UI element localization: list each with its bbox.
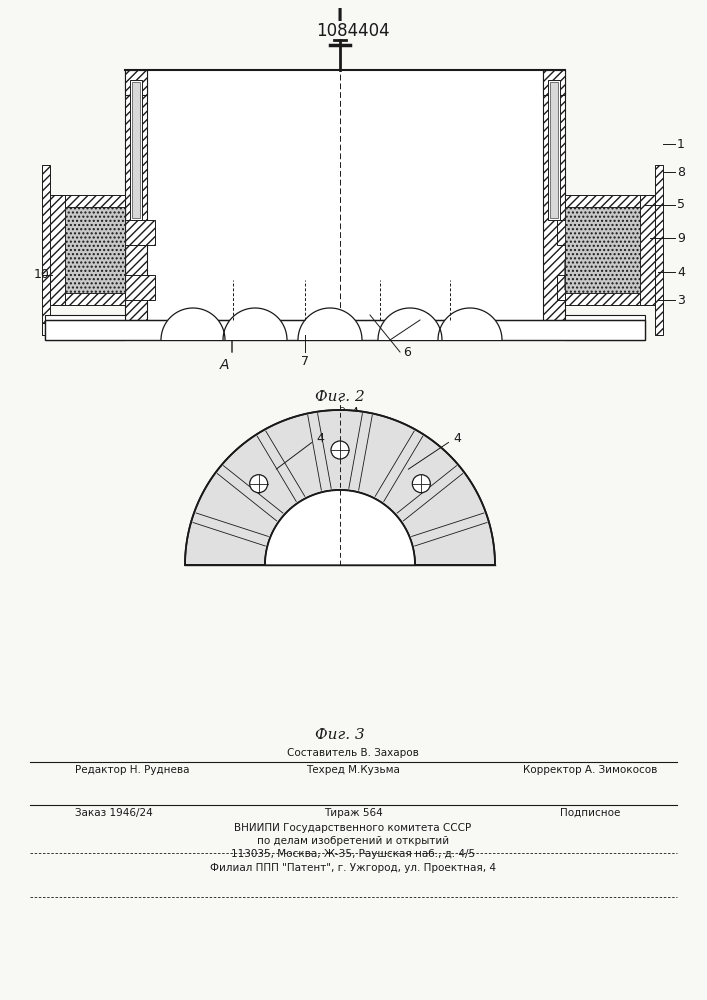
Polygon shape bbox=[565, 207, 640, 293]
Text: ВНИИПИ Государственного комитета СССР: ВНИИПИ Государственного комитета СССР bbox=[235, 823, 472, 833]
Circle shape bbox=[412, 475, 431, 493]
Polygon shape bbox=[265, 490, 415, 565]
Text: 4: 4 bbox=[422, 312, 430, 326]
Text: 4: 4 bbox=[677, 265, 685, 278]
Text: Редактор Н. Руднева: Редактор Н. Руднева bbox=[75, 765, 189, 775]
Bar bbox=[45, 315, 125, 340]
Bar bbox=[565, 293, 655, 305]
Bar bbox=[50, 195, 65, 305]
Bar bbox=[640, 195, 655, 305]
Text: Фиг. 3: Фиг. 3 bbox=[315, 728, 365, 742]
Bar bbox=[655, 165, 663, 335]
Polygon shape bbox=[378, 308, 442, 340]
Text: 6: 6 bbox=[403, 346, 411, 359]
Circle shape bbox=[250, 475, 268, 493]
Text: 4: 4 bbox=[453, 432, 461, 445]
Text: 10: 10 bbox=[34, 268, 50, 282]
Bar bbox=[550, 82, 558, 218]
Text: Корректор А. Зимокосов: Корректор А. Зимокосов bbox=[522, 765, 658, 775]
Polygon shape bbox=[223, 308, 287, 340]
Bar bbox=[42, 323, 125, 335]
Polygon shape bbox=[185, 410, 495, 565]
Bar bbox=[557, 275, 595, 300]
Bar bbox=[565, 207, 640, 293]
Text: 8: 8 bbox=[677, 165, 685, 178]
Text: по делам изобретений и открытий: по делам изобретений и открытий bbox=[257, 836, 449, 846]
Text: 9: 9 bbox=[677, 232, 685, 244]
Text: А: А bbox=[219, 358, 229, 372]
Text: I: I bbox=[337, 7, 343, 25]
Bar bbox=[50, 293, 125, 305]
Bar bbox=[147, 70, 543, 325]
Text: 5: 5 bbox=[677, 198, 685, 212]
Polygon shape bbox=[161, 308, 225, 340]
Text: вид А: вид А bbox=[320, 407, 361, 421]
Text: Составитель В. Захаров: Составитель В. Захаров bbox=[287, 748, 419, 758]
Bar bbox=[125, 70, 147, 325]
Bar bbox=[42, 165, 50, 335]
Text: Тираж 564: Тираж 564 bbox=[324, 808, 382, 818]
Bar bbox=[130, 80, 142, 220]
Bar bbox=[548, 80, 560, 220]
Text: Филиал ППП "Патент", г. Ужгород, ул. Проектная, 4: Филиал ППП "Патент", г. Ужгород, ул. Про… bbox=[210, 863, 496, 873]
Bar bbox=[117, 275, 155, 300]
Bar bbox=[565, 315, 645, 340]
Text: Техред М.Кузьма: Техред М.Кузьма bbox=[306, 765, 400, 775]
Bar bbox=[543, 70, 565, 95]
Text: Фиг. 2: Фиг. 2 bbox=[315, 390, 365, 404]
Text: Заказ 1946/24: Заказ 1946/24 bbox=[75, 808, 153, 818]
Bar bbox=[543, 70, 565, 325]
Bar bbox=[65, 207, 125, 293]
Bar bbox=[557, 220, 595, 245]
Text: 1: 1 bbox=[677, 137, 685, 150]
Text: 4: 4 bbox=[316, 432, 324, 445]
Bar bbox=[117, 220, 155, 245]
Polygon shape bbox=[438, 308, 502, 340]
Polygon shape bbox=[298, 308, 362, 340]
Text: Подписное: Подписное bbox=[560, 808, 620, 818]
Bar bbox=[125, 70, 147, 95]
Text: 3: 3 bbox=[677, 294, 685, 306]
Text: 7: 7 bbox=[301, 355, 309, 368]
Bar bbox=[45, 320, 645, 340]
Text: 113035, Москва, Ж-35, Раушская наб., д. 4/5: 113035, Москва, Ж-35, Раушская наб., д. … bbox=[231, 849, 475, 859]
Text: 1084404: 1084404 bbox=[316, 22, 390, 40]
Bar bbox=[132, 82, 140, 218]
Circle shape bbox=[331, 441, 349, 459]
Bar bbox=[50, 195, 125, 207]
Bar bbox=[565, 195, 655, 207]
